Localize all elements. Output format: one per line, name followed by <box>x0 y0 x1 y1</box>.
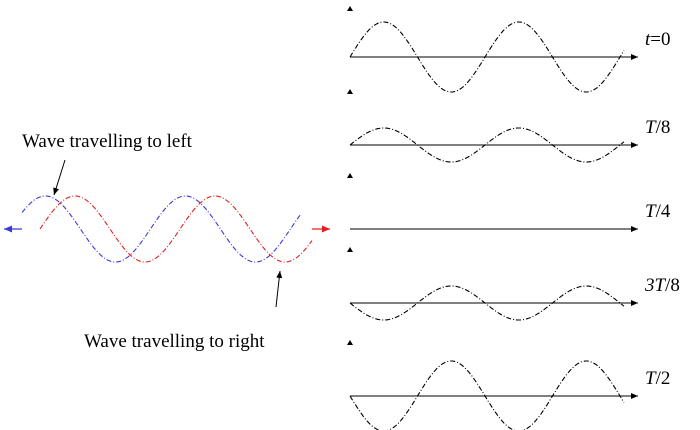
frame-axis-marker <box>347 247 353 252</box>
pointer-right-wave <box>275 270 283 308</box>
standing-wave-curve <box>349 360 625 430</box>
travelling-waves-group: Wave travelling to left Wave travelling … <box>4 131 330 352</box>
frame-time-label: t=0 <box>645 29 671 50</box>
frame-axis-marker <box>347 173 353 178</box>
standing-wave-curve <box>349 127 625 163</box>
frame-axis-marker <box>347 340 353 345</box>
wave-travelling-right <box>39 195 313 263</box>
standing-wave-curve <box>349 285 625 321</box>
frame-time-label: T/4 <box>645 201 671 222</box>
wave-travelling-left <box>21 195 301 263</box>
label-wave-right: Wave travelling to right <box>84 331 265 352</box>
frame-axis-marker <box>347 6 353 11</box>
pointer-left-wave <box>53 159 66 196</box>
frame-time-label: T/2 <box>645 368 670 389</box>
standing-wave-curve <box>349 21 625 93</box>
frame-axis-marker <box>347 89 353 94</box>
standing-wave-frames: t=0 T/8 T/4 3T/8 T/2 <box>347 6 680 430</box>
label-wave-left: Wave travelling to left <box>22 131 193 152</box>
frame-time-label: T/8 <box>645 117 670 138</box>
frame-time-label: 3T/8 <box>644 275 680 296</box>
